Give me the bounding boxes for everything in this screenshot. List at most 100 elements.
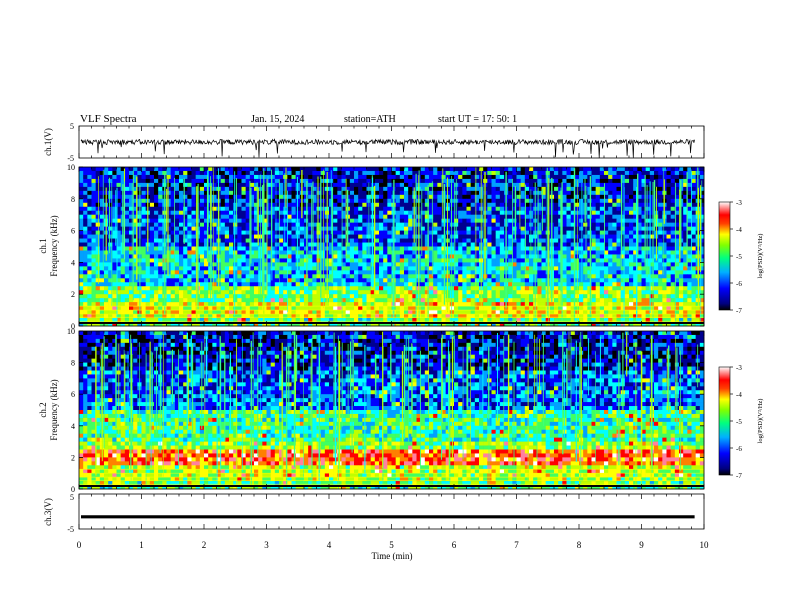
spectrogram-cell	[129, 246, 134, 251]
spectrogram-cell	[437, 246, 442, 251]
spectrogram-cell	[529, 190, 534, 196]
spectrogram-cell	[387, 294, 392, 299]
spectrogram-cell	[629, 218, 634, 223]
spectrogram-cell	[79, 170, 84, 176]
spectrogram-cell	[429, 242, 434, 247]
spectrogram-cell	[191, 278, 196, 283]
spectrogram-cell	[274, 218, 280, 223]
spectrogram-cell	[429, 238, 434, 243]
spectrogram-cell	[316, 198, 321, 204]
spectrogram-cell	[291, 178, 296, 184]
spectrogram-cell	[458, 167, 463, 172]
spectrogram-cell	[316, 258, 321, 263]
spectrogram-cell	[299, 234, 305, 239]
spectrogram-cell	[116, 238, 121, 243]
spectrogram-cell	[641, 174, 646, 180]
spectrogram-cell	[637, 270, 642, 275]
spectrogram-cell	[237, 266, 242, 271]
spectrogram-cell	[283, 254, 288, 259]
spectrogram-cell	[408, 198, 413, 204]
spectrogram-cell	[662, 270, 667, 275]
spectrogram-cell	[483, 167, 488, 172]
spectrogram-cell	[641, 186, 646, 192]
spectrogram-cell	[524, 202, 530, 208]
spectrogram-cell	[470, 182, 476, 188]
spectrogram-cell	[91, 206, 96, 212]
spectrogram-cell	[612, 170, 617, 176]
spectrogram-cell	[362, 282, 367, 287]
spectrogram-cell	[254, 242, 259, 247]
spectrogram-cell	[316, 254, 321, 259]
spectrogram-cell	[191, 230, 196, 235]
spectrogram-cell	[649, 258, 655, 263]
spectrogram-cell	[170, 242, 176, 247]
spectrogram-cell	[662, 266, 667, 271]
spectrogram-cell	[562, 258, 567, 263]
spectrogram-cell	[254, 246, 259, 251]
spectrogram-cell	[83, 266, 88, 271]
spectrogram-cell	[566, 282, 571, 287]
spectrogram-cell	[295, 262, 301, 267]
spectrogram-cell	[245, 266, 251, 271]
spectrogram-cell	[395, 262, 401, 267]
spectrogram-cell	[499, 246, 505, 251]
spectrogram-cell	[270, 222, 276, 227]
spectrogram-cell	[179, 182, 184, 188]
spectrogram-cell	[545, 294, 551, 299]
spectrogram-cell	[241, 250, 246, 255]
spectrogram-cell	[537, 274, 542, 279]
spectrogram-cell	[274, 167, 280, 172]
spectrogram-cell	[508, 167, 513, 172]
spectrogram-cell	[529, 167, 534, 172]
spectrogram-cell	[508, 198, 513, 204]
spectrogram-cell	[295, 226, 301, 231]
spectrogram-cell	[441, 286, 446, 291]
spectrogram-cell	[466, 186, 471, 192]
spectrogram-cell	[604, 270, 609, 275]
spectrogram-cell	[204, 270, 209, 275]
spectrogram-cell	[420, 286, 426, 291]
spectrogram-cell	[220, 294, 226, 299]
spectrogram-cell	[174, 218, 180, 223]
spectrogram-cell	[604, 266, 609, 271]
spectrogram-cell	[174, 234, 180, 239]
spectrogram-cell	[449, 258, 455, 263]
spectrogram-cell	[587, 242, 592, 247]
spectrogram-cell	[320, 222, 326, 227]
spectrogram-cell	[191, 190, 196, 196]
spectrogram-cell	[374, 226, 380, 231]
spectrogram-cell	[349, 270, 355, 275]
spectrogram-cell	[491, 222, 496, 227]
spectrogram-cell	[683, 202, 688, 208]
spectrogram-cell	[204, 210, 209, 215]
spectrogram-cell	[629, 167, 634, 172]
spectrogram-cell	[354, 238, 359, 243]
spectrogram-cell	[349, 238, 355, 243]
spectrogram-cell	[670, 214, 676, 219]
spectrogram-cell	[495, 170, 501, 176]
spectrogram-cell	[166, 178, 171, 184]
spectrogram-cell	[212, 238, 217, 243]
spectrogram-cell	[499, 282, 505, 287]
spectrogram-cell	[95, 194, 101, 200]
spectrogram-cell	[87, 198, 92, 204]
spectrogram-cell	[354, 278, 359, 283]
spectrogram-cell	[87, 246, 92, 251]
spectrogram-cell	[579, 230, 584, 235]
spectrogram-cell	[666, 238, 671, 243]
spectrogram-cell	[545, 286, 551, 291]
spectrogram-cell	[174, 278, 180, 283]
spectrogram-cell	[291, 218, 296, 223]
spectrogram-cell	[633, 174, 638, 180]
spectrogram-cell	[387, 210, 392, 215]
spectrogram-cell	[212, 278, 217, 283]
spectrogram-cell	[499, 254, 505, 259]
spectrogram-cell	[191, 206, 196, 212]
spectrogram-cell	[404, 170, 409, 176]
spectrogram-cell	[458, 202, 463, 208]
spectrogram-cell	[108, 298, 113, 303]
spectrogram-cell	[224, 242, 230, 247]
spectrogram-cell	[474, 170, 480, 176]
spectrogram-cell	[108, 274, 113, 279]
spectrogram-cell	[141, 186, 146, 192]
